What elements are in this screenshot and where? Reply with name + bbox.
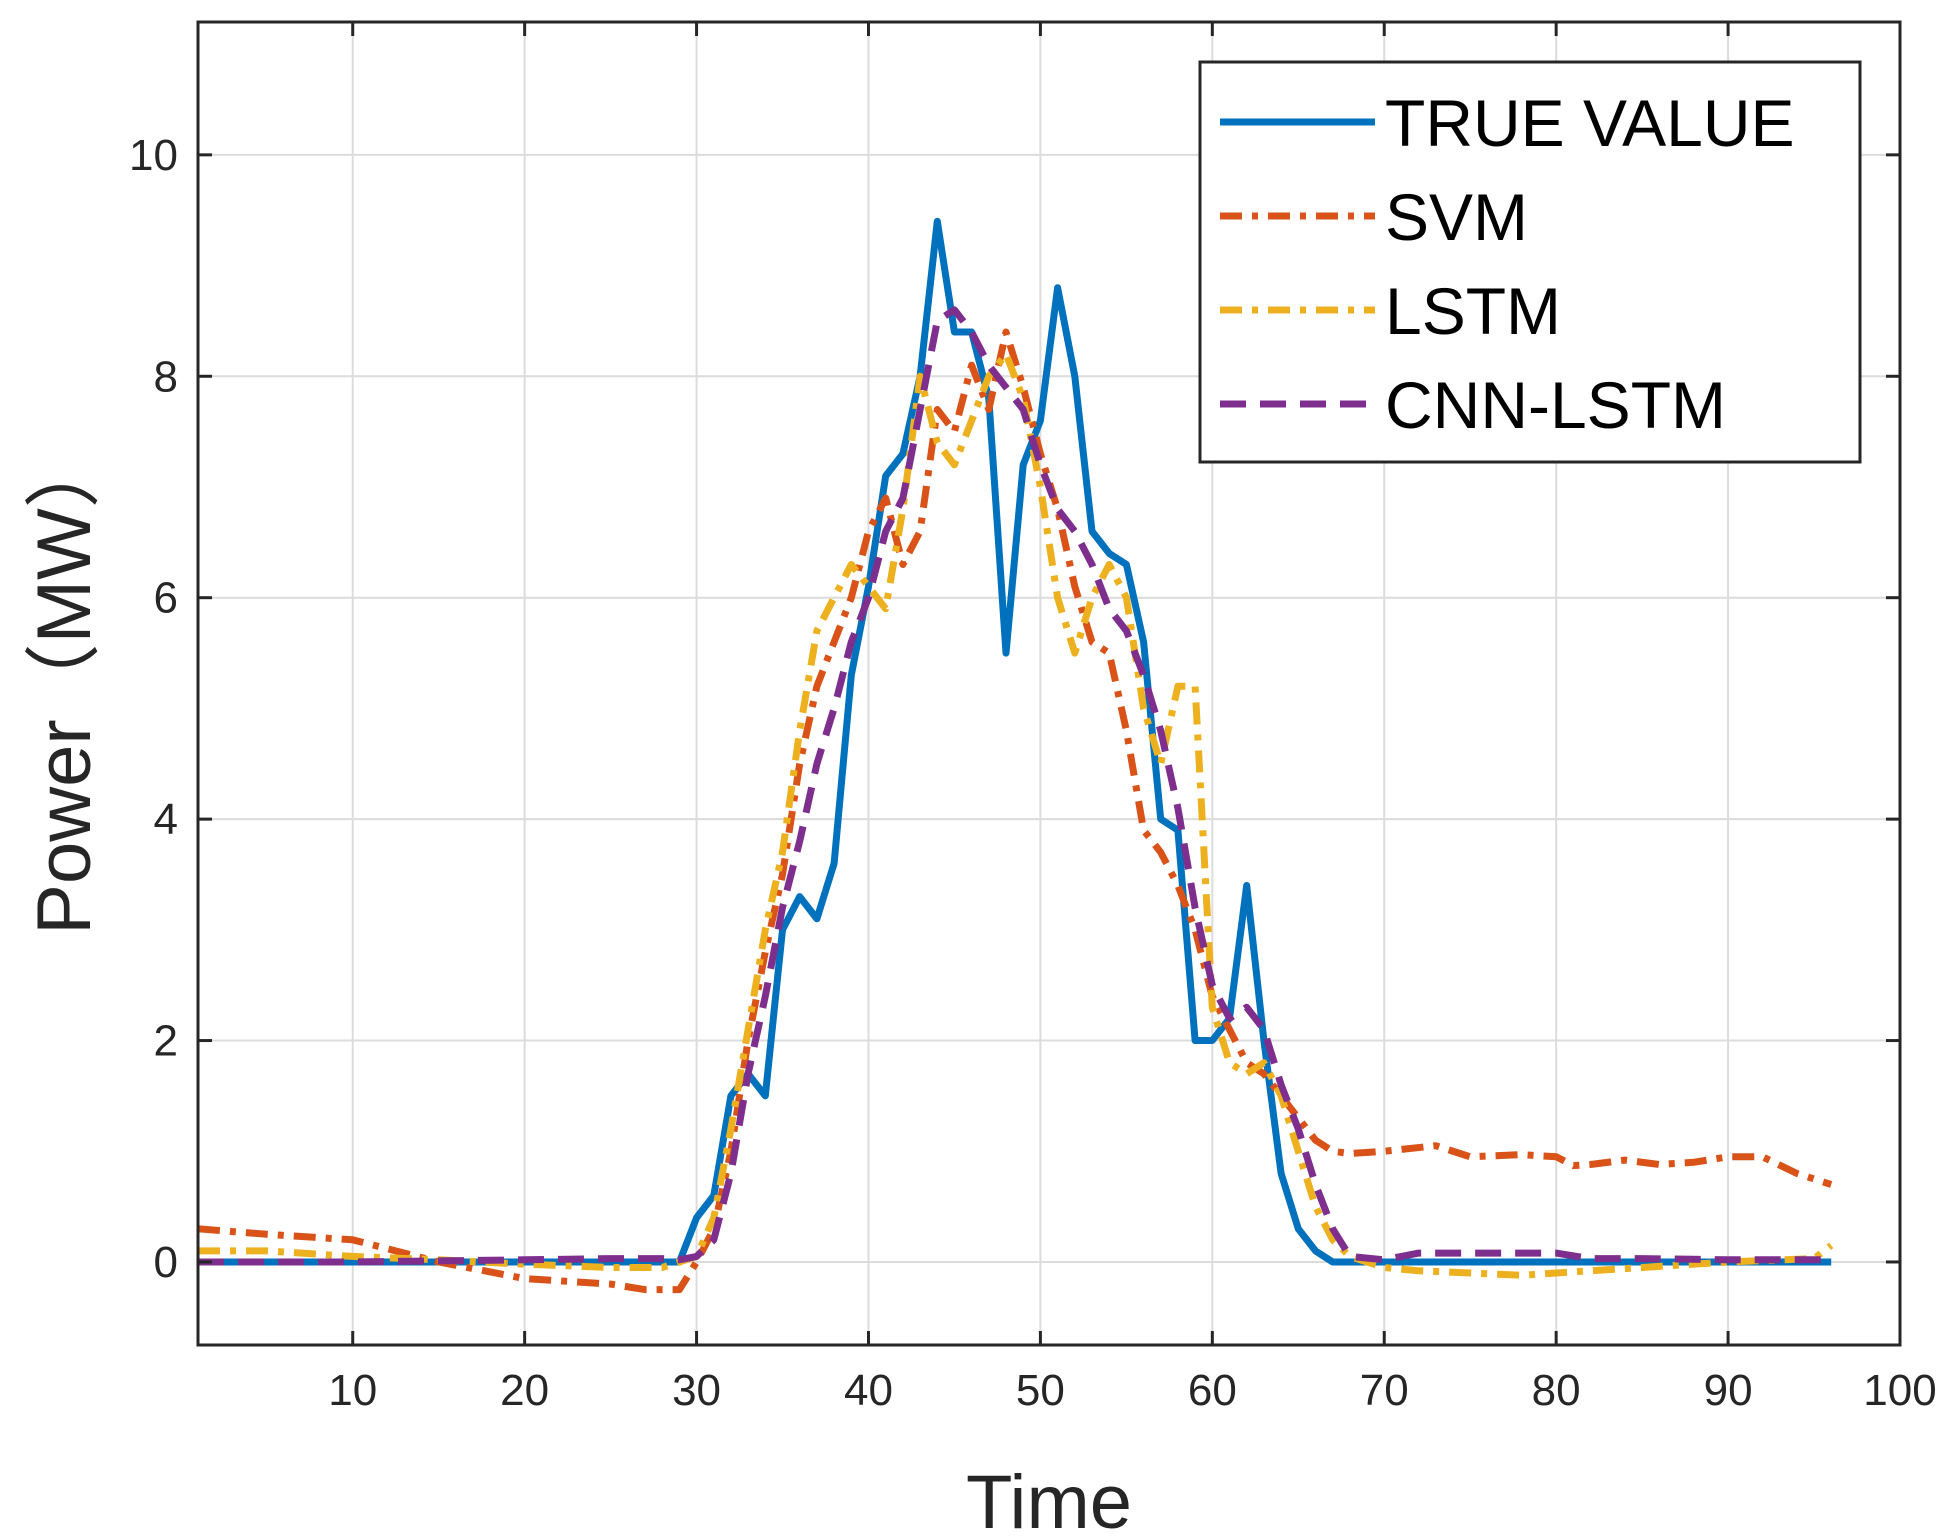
x-tick-label: 30 <box>672 1366 721 1415</box>
y-tick-label: 8 <box>154 352 178 401</box>
x-tick-label: 70 <box>1360 1366 1409 1415</box>
legend-label: SVM <box>1385 180 1528 254</box>
x-tick-label: 100 <box>1863 1366 1936 1415</box>
y-tick-label: 0 <box>154 1238 178 1287</box>
x-axis-label: Time <box>966 1460 1132 1539</box>
y-tick-label: 4 <box>154 795 178 844</box>
series-line-svm <box>197 328 1833 1294</box>
legend-box <box>1198 60 1862 464</box>
axis-ticks: 10 20 30 40 50 60 70 80 90 100 0 2 4 6 8 10 <box>129 22 1937 1415</box>
y-tick-label: 2 <box>154 1017 178 1066</box>
x-tick-label: 40 <box>844 1366 893 1415</box>
plot-frame <box>196 20 1902 1347</box>
y-axis-label: Power（MW） <box>22 432 107 934</box>
legend-label: LSTM <box>1385 274 1561 348</box>
x-tick-label: 80 <box>1532 1366 1581 1415</box>
legend-label: CNN-LSTM <box>1385 368 1726 442</box>
x-tick-label: 60 <box>1188 1366 1237 1415</box>
x-tick-label: 90 <box>1704 1366 1753 1415</box>
y-tick-label: 6 <box>154 574 178 623</box>
y-tick-label: 10 <box>129 131 178 180</box>
series-line-cnn-lstm <box>198 306 1832 1266</box>
x-tick-label: 10 <box>328 1366 377 1415</box>
legend-label: TRUE VALUE <box>1385 86 1795 160</box>
legend: TRUE VALUE SVM LSTM CNN-LSTM <box>1198 60 1862 464</box>
series-group <box>197 217 1834 1294</box>
x-tick-label: 20 <box>500 1366 549 1415</box>
x-tick-label: 50 <box>1016 1366 1065 1415</box>
